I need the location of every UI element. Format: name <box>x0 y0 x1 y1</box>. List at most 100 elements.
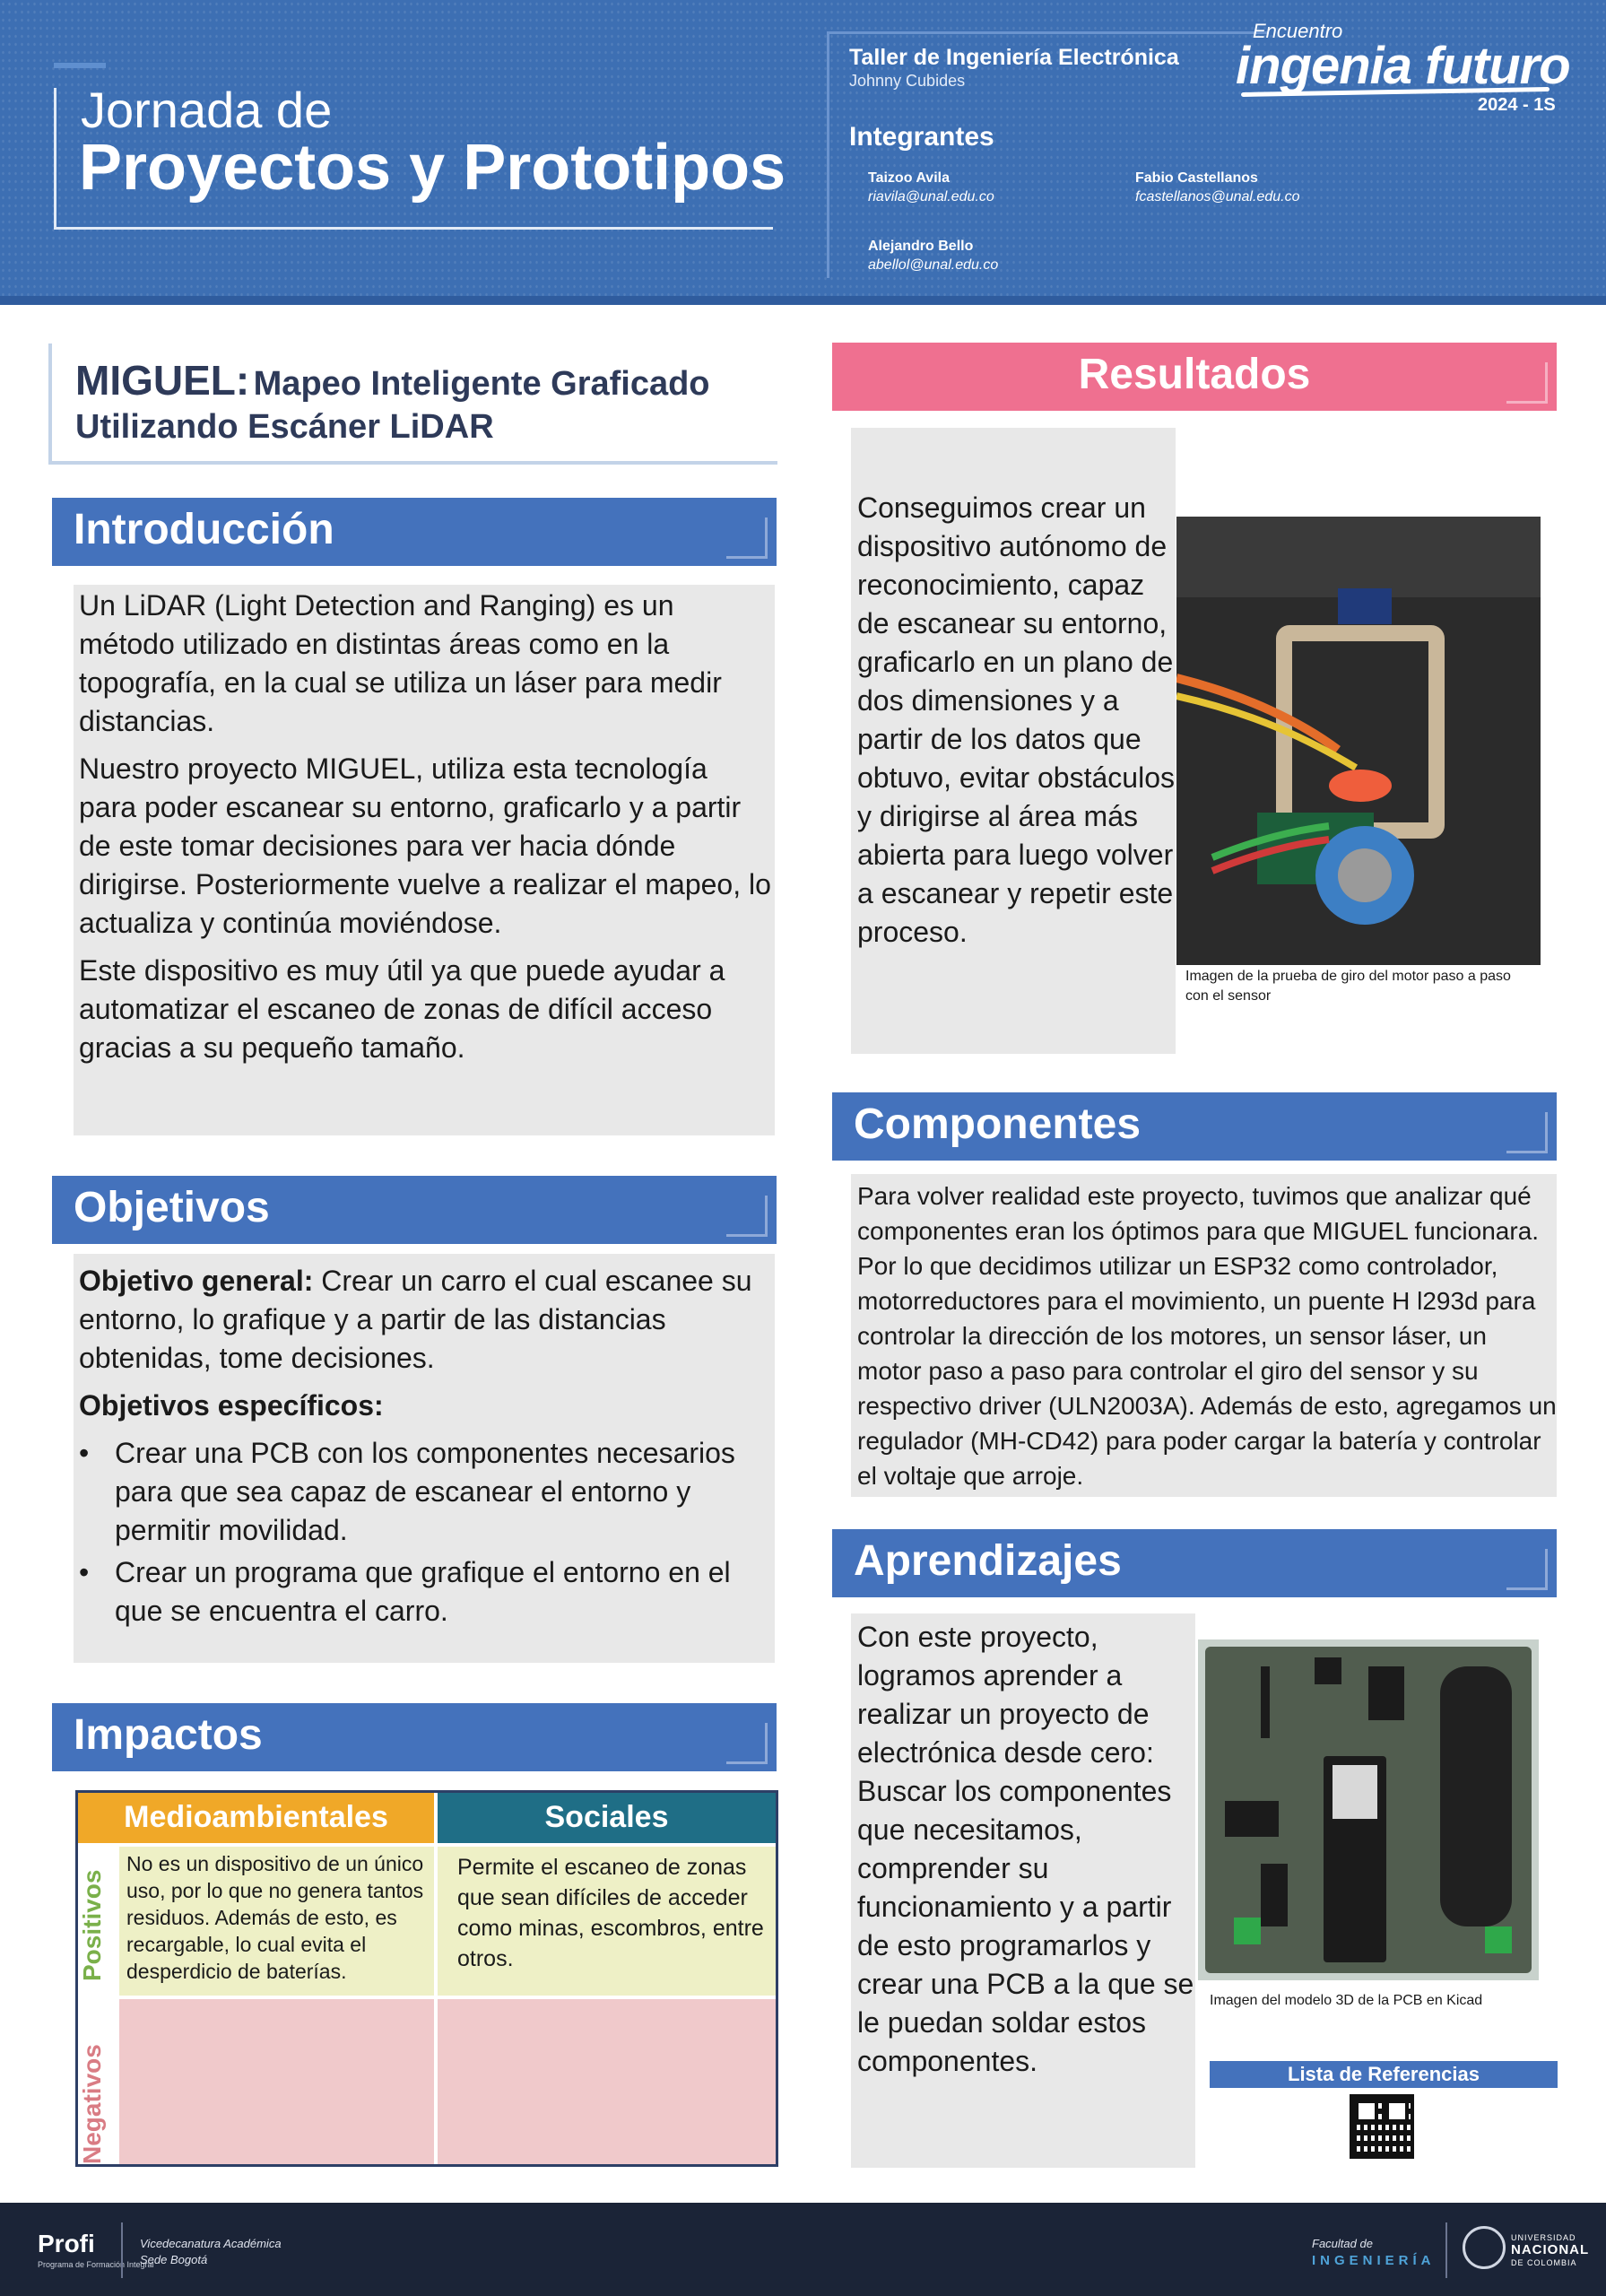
learnings-text: Con este proyecto, logramos aprender a r… <box>857 1621 1194 2077</box>
logo-ingenia-futuro: ingenia futuro <box>1236 37 1571 95</box>
impacts-row-negative: Negativos <box>78 2044 106 2164</box>
university-name: UNIVERSIDAD NACIONAL DE COLOMBIA <box>1511 2231 1589 2269</box>
objective-specific-1: Crear una PCB con los componentes necesa… <box>115 1437 735 1546</box>
learnings-panel <box>851 1613 1195 2168</box>
logo-encuentro-text: Encuentro <box>1253 20 1343 42</box>
heading-corner-decoration <box>726 1723 768 1764</box>
learnings-heading: Aprendizajes <box>832 1529 1557 1597</box>
heading-corner-decoration <box>1506 1549 1548 1590</box>
vice-line-1: Vicedecanatura Académica <box>140 2237 282 2250</box>
logo-year: 2024 - 1S <box>1478 95 1556 115</box>
unal-line-1: UNIVERSIDAD <box>1511 2233 1576 2242</box>
footer-bar <box>0 2203 1606 2296</box>
objective-specific-2: Crear un programa que grafique el entorn… <box>115 1556 731 1627</box>
intro-panel <box>74 585 775 1135</box>
member-3: Alejandro Bello abellol@unal.edu.co <box>868 239 998 274</box>
footer-divider <box>121 2222 123 2278</box>
profi-subtitle: Programa de Formación Integral <box>38 2260 154 2269</box>
qr-code-icon[interactable] <box>1350 2094 1414 2159</box>
components-panel <box>851 1174 1557 1497</box>
member-email: riavila@unal.edu.co <box>868 189 994 204</box>
impacts-heading-text: Impactos <box>74 1711 263 1759</box>
heading-corner-decoration <box>1506 362 1548 404</box>
impacts-cell-negative-env <box>119 1999 434 2164</box>
teacher-name: Johnny Cubides <box>849 72 966 90</box>
member-name: Taizoo Avila <box>868 170 950 186</box>
bullet-icon: • <box>79 1556 90 1588</box>
learnings-heading-text: Aprendizajes <box>854 1537 1122 1585</box>
components-text: Para volver realidad este proyecto, tuvi… <box>857 1182 1557 1490</box>
impacts-positive-env-text: No es un dispositivo de un único uso, po… <box>126 1852 424 1983</box>
motor-test-caption: Imagen de la prueba de giro del motor pa… <box>1185 969 1511 1004</box>
faculty-name: INGENIERÍA <box>1312 2253 1436 2268</box>
members-heading: Integrantes <box>849 122 994 152</box>
impacts-cell-positive-soc: Permite el escaneo de zonas que sean dif… <box>438 1847 776 1996</box>
faculty-label: Facultad de <box>1312 2237 1373 2250</box>
member-1: Taizoo Avila riavila@unal.edu.co <box>868 170 994 205</box>
member-name: Alejandro Bello <box>868 239 974 254</box>
unal-line-3: DE COLOMBIA <box>1511 2258 1577 2267</box>
workshop-name: Taller de Ingeniería Electrónica <box>849 45 1179 70</box>
vice-line-2: Sede Bogotá <box>140 2253 208 2266</box>
member-email: fcastellanos@unal.edu.co <box>1135 189 1300 204</box>
references-link[interactable]: Lista de Referencias <box>1210 2061 1558 2088</box>
footer-divider <box>1445 2222 1447 2278</box>
results-heading-text: Resultados <box>1078 351 1311 398</box>
event-title-line1: Jornada de <box>81 82 333 138</box>
impacts-positive-soc-text: Permite el escaneo de zonas que sean dif… <box>457 1855 764 1971</box>
info-frame <box>827 31 1269 278</box>
impacts-col-environmental: Medioambientales <box>78 1793 434 1843</box>
profi-logo: Profi <box>38 2230 95 2257</box>
pcb-illustration <box>1198 1639 1539 1980</box>
results-panel <box>851 428 1176 1054</box>
intro-heading: Introducción <box>52 498 777 566</box>
intro-paragraph-3: Este dispositivo es muy útil ya que pued… <box>79 954 725 1064</box>
unal-line-2: NACIONAL <box>1511 2242 1590 2257</box>
pcb-caption: Imagen del modelo 3D de la PCB en Kicad <box>1210 1993 1483 2008</box>
impacts-table: Medioambientales Sociales No es un dispo… <box>75 1790 778 2167</box>
results-text: Conseguimos crear un dispositivo autónom… <box>857 491 1175 948</box>
list-item: • Crear una PCB con los componentes neces… <box>79 1434 771 1550</box>
list-item: • Crear un programa que grafique el entor… <box>79 1553 771 1631</box>
title-accent-line <box>54 63 106 68</box>
project-acronym: MIGUEL: <box>75 357 250 404</box>
objective-general-text: Crear un carro el cual escanee su entorn… <box>79 1265 752 1374</box>
impacts-col-social: Sociales <box>438 1793 776 1843</box>
event-title-line2: Proyectos y Prototipos <box>79 132 786 204</box>
heading-corner-decoration <box>726 517 768 559</box>
objectives-body: Objetivo general: Crear un carro el cual… <box>79 1262 771 1634</box>
objective-general-label: Objetivo general: <box>79 1265 314 1297</box>
results-heading: Resultados <box>832 343 1557 411</box>
impacts-heading: Impactos <box>52 1703 777 1771</box>
heading-corner-decoration <box>1506 1112 1548 1153</box>
motor-test-illustration <box>1176 517 1541 965</box>
components-heading: Componentes <box>832 1092 1557 1161</box>
header-banner <box>0 0 1606 303</box>
header-bottom-strip <box>0 296 1606 305</box>
project-title-line2: Utilizando Escáner LiDAR <box>75 408 494 446</box>
heading-corner-decoration <box>726 1196 768 1237</box>
university-seal-icon <box>1463 2226 1506 2269</box>
bullet-icon: • <box>79 1437 90 1469</box>
project-title: MIGUEL: Mapeo Inteligente Graficado Util… <box>48 344 777 465</box>
objective-specific-label: Objetivos específicos: <box>79 1389 384 1422</box>
components-heading-text: Componentes <box>854 1100 1142 1148</box>
member-2: Fabio Castellanos fcastellanos@unal.edu.… <box>1135 170 1299 205</box>
title-frame <box>54 88 773 230</box>
intro-paragraph-2: Nuestro proyecto MIGUEL, utiliza esta te… <box>79 752 771 939</box>
intro-heading-text: Introducción <box>74 506 334 553</box>
impacts-row-positive: Positivos <box>78 1869 106 1981</box>
objectives-heading-text: Objetivos <box>74 1184 270 1231</box>
pcb-3d-model-image <box>1198 1639 1539 1980</box>
intro-paragraph-1: Un LiDAR (Light Detection and Ranging) e… <box>79 589 722 737</box>
vicedecanatura: Vicedecanatura Académica Sede Bogotá <box>140 2236 282 2268</box>
objectives-panel <box>74 1254 775 1663</box>
impacts-cell-negative-soc <box>438 1999 776 2164</box>
motor-test-photo <box>1176 517 1541 965</box>
project-title-rest: Mapeo Inteligente Graficado <box>253 365 710 403</box>
impacts-cell-positive-env: No es un dispositivo de un único uso, po… <box>119 1847 434 1996</box>
member-email: abellol@unal.edu.co <box>868 257 999 273</box>
member-name: Fabio Castellanos <box>1135 170 1258 186</box>
intro-body: Un LiDAR (Light Detection and Ranging) e… <box>79 587 771 1076</box>
objectives-heading: Objetivos <box>52 1176 777 1244</box>
